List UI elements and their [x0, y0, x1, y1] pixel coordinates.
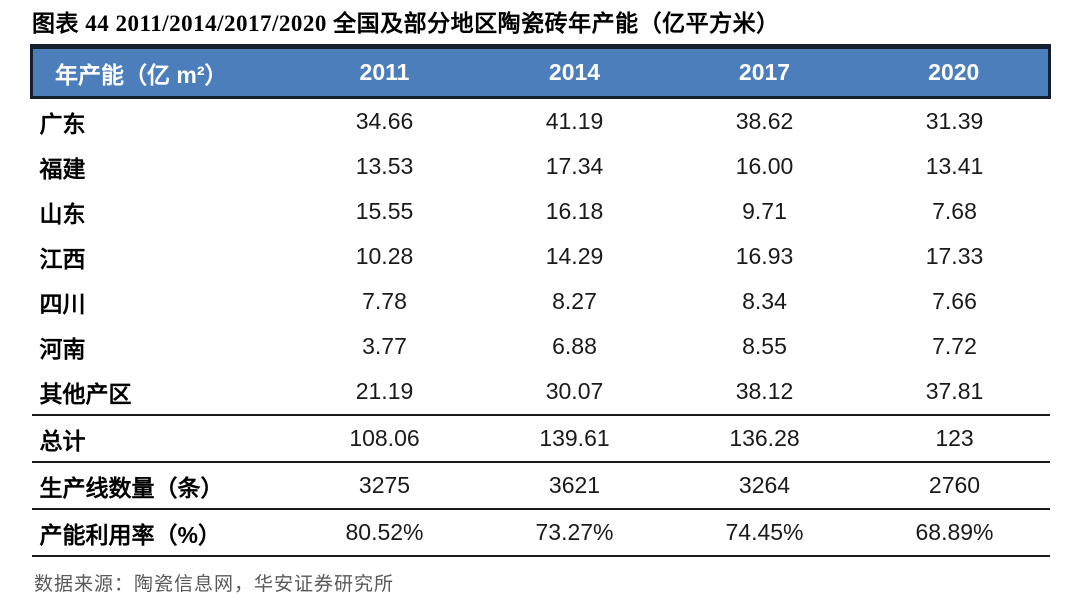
capacity-table: 年产能（亿 m²） 2011 2014 2017 2020 广东 34.66 4… [30, 44, 1051, 557]
cell-2011: 34.66 [355, 108, 414, 134]
cell-2020: 7.66 [932, 288, 977, 314]
cell-2017: 8.55 [742, 333, 787, 359]
cell-2017: 136.28 [729, 425, 800, 451]
table-row-region: 江西 10.28 14.29 16.93 17.33 [32, 234, 1050, 279]
table-row-region: 福建 13.53 17.34 16.00 13.41 [32, 144, 1050, 189]
table-row-region: 其他产区 21.19 30.07 38.12 37.81 [32, 369, 1050, 415]
table-row-region: 山东 15.55 16.18 9.71 7.68 [32, 189, 1050, 234]
summary-label: 产能利用率（%） [39, 521, 221, 548]
region-label: 其他产区 [39, 380, 132, 407]
cell-2014: 30.07 [545, 378, 604, 404]
header-year-2020: 2020 [928, 59, 980, 85]
summary-label: 总计 [39, 427, 86, 454]
cell-2011: 108.06 [349, 425, 420, 451]
table-row-region: 广东 34.66 41.19 38.62 31.39 [32, 98, 1050, 145]
cell-2020: 37.81 [925, 378, 984, 404]
cell-2017: 3264 [738, 472, 791, 498]
cell-2014: 3621 [548, 472, 601, 498]
cell-2011: 21.19 [355, 378, 414, 404]
header-year-2014: 2014 [548, 59, 601, 85]
cell-2017: 38.12 [735, 378, 794, 404]
cell-2017: 16.00 [735, 153, 794, 179]
cell-2020: 123 [935, 425, 974, 451]
cell-2011: 3.77 [362, 333, 407, 359]
cell-2020: 13.41 [925, 153, 984, 179]
cell-2014: 8.27 [552, 288, 597, 314]
table-header-row: 年产能（亿 m²） 2011 2014 2017 2020 [31, 46, 1050, 98]
region-label: 河南 [39, 335, 86, 362]
cell-2014: 139.61 [539, 425, 610, 451]
table-row-summary: 总计 108.06 139.61 136.28 123 [31, 415, 1050, 462]
cell-2017: 16.93 [735, 243, 794, 269]
table-row-summary: 生产线数量（条） 3275 3621 3264 2760 [31, 462, 1050, 509]
region-label: 福建 [39, 155, 86, 182]
cell-2011: 13.53 [355, 153, 414, 179]
cell-2014: 16.18 [545, 198, 604, 224]
table-row-region: 河南 3.77 6.88 8.55 7.72 [32, 324, 1050, 369]
table-head: 年产能（亿 m²） 2011 2014 2017 2020 [31, 46, 1050, 98]
region-label: 广东 [39, 110, 86, 137]
cell-2020: 31.39 [925, 108, 984, 134]
cell-2017: 8.34 [742, 288, 787, 314]
region-label: 江西 [39, 245, 86, 272]
cell-2011: 80.52% [345, 519, 424, 545]
cell-2020: 2760 [928, 472, 981, 498]
cell-2011: 3275 [358, 472, 411, 498]
cell-2017: 38.62 [735, 108, 794, 134]
cell-2017: 9.71 [742, 198, 787, 224]
cell-2014: 14.29 [545, 243, 604, 269]
cell-2014: 17.34 [545, 153, 604, 179]
region-label: 四川 [39, 290, 86, 317]
table-row-region: 四川 7.78 8.27 8.34 7.66 [32, 279, 1050, 324]
cell-2020: 68.89% [915, 519, 994, 545]
cell-2017: 74.45% [725, 519, 804, 545]
region-rows: 广东 34.66 41.19 38.62 31.39 福建 13.53 17.3… [32, 98, 1050, 416]
figure-title: 图表 44 2011/2014/2017/2020 全国及部分地区陶瓷砖年产能（… [32, 11, 780, 36]
cell-2014: 6.88 [552, 333, 597, 359]
cell-2011: 15.55 [355, 198, 414, 224]
data-source: 数据来源：陶瓷信息网，华安证券研究所 [34, 574, 395, 595]
cell-2020: 7.68 [932, 198, 977, 224]
cell-2020: 7.72 [932, 333, 977, 359]
cell-2011: 7.78 [362, 288, 407, 314]
cell-2011: 10.28 [355, 243, 414, 269]
header-year-2011: 2011 [359, 59, 410, 85]
header-year-2017: 2017 [738, 59, 791, 85]
summary-label: 生产线数量（条） [39, 474, 224, 501]
cell-2020: 17.33 [925, 243, 984, 269]
table-row-summary: 产能利用率（%） 80.52% 73.27% 74.45% 68.89% [31, 509, 1050, 556]
header-label: 年产能（亿 m²） [55, 61, 228, 88]
region-label: 山东 [39, 200, 86, 227]
cell-2014: 41.19 [545, 108, 604, 134]
summary-rows: 总计 108.06 139.61 136.28 123 生产线数量（条） 327… [31, 415, 1050, 556]
cell-2014: 73.27% [535, 519, 614, 545]
